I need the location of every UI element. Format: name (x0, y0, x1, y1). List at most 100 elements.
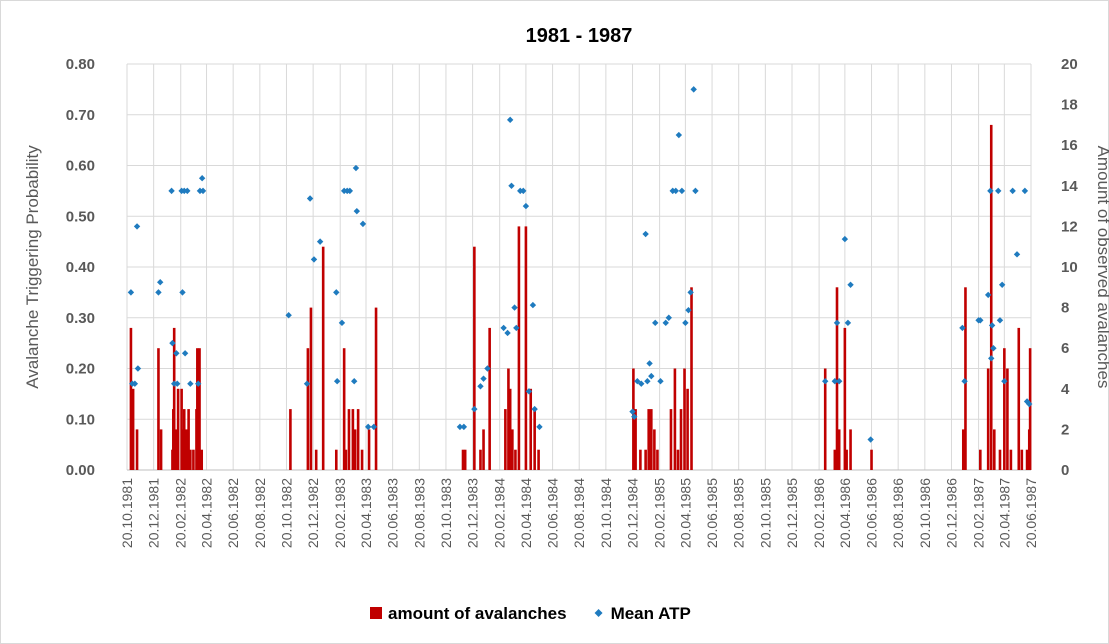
point (187, 380, 194, 387)
bar (200, 449, 204, 470)
x-tick-label: 20.10.1981 (119, 478, 135, 548)
point (506, 116, 514, 124)
point (1026, 400, 1033, 408)
y2-tick-label: 20 (1061, 56, 1078, 73)
x-tick-label: 20.08.1985 (731, 478, 747, 548)
bar (1025, 449, 1029, 470)
point (338, 319, 346, 327)
point (199, 187, 207, 195)
point (844, 319, 852, 327)
x-tick-label: 20.08.1982 (252, 478, 268, 548)
point (990, 345, 997, 352)
bar (463, 449, 467, 470)
bar (187, 409, 190, 470)
point (131, 380, 139, 387)
x-tick-label: 20.12.1982 (305, 478, 321, 548)
x-tick-label: 20.02.1982 (173, 478, 189, 548)
point (841, 235, 849, 243)
bar (360, 449, 364, 470)
point (195, 380, 202, 387)
bar (673, 368, 677, 470)
point (987, 187, 994, 195)
bar (347, 409, 351, 470)
legend-label: Mean ATP (611, 604, 691, 623)
point (847, 281, 854, 288)
point (961, 377, 968, 385)
x-tick-label: 20.06.1985 (704, 478, 720, 548)
y-axis-label: Avalanche Triggering Probability (23, 145, 42, 389)
bar (488, 327, 491, 470)
x-tick-label: 20.02.1986 (811, 478, 827, 548)
bar (192, 449, 195, 470)
y2-tick-label: 12 (1061, 218, 1078, 235)
point (310, 256, 318, 263)
point (333, 377, 341, 385)
bar (639, 449, 642, 470)
point (833, 319, 841, 327)
bar (647, 409, 650, 470)
bar (511, 429, 514, 470)
y2-tick-label: 14 (1061, 178, 1078, 195)
point (644, 377, 651, 385)
point (638, 380, 645, 387)
bar (634, 409, 637, 470)
point (995, 187, 1002, 195)
x-tick-label: 20.10.1986 (917, 478, 933, 548)
bar (344, 449, 348, 470)
bar (461, 449, 465, 470)
point (174, 380, 181, 387)
legend-swatch (370, 607, 382, 619)
bar (843, 327, 847, 470)
bar (849, 429, 852, 470)
bar (321, 246, 325, 470)
x-tick-label: 20.12.1983 (465, 478, 481, 548)
x-tick-label: 20.12.1985 (784, 478, 800, 548)
bar (529, 388, 533, 470)
bar (508, 388, 512, 470)
point (353, 207, 361, 215)
x-tick-label: 20.08.1986 (890, 478, 906, 548)
x-tick-label: 20.04.1982 (199, 478, 215, 548)
bar (870, 449, 873, 470)
point (977, 317, 984, 324)
bar (479, 449, 482, 470)
bar (669, 409, 673, 470)
point (504, 329, 511, 337)
bar (507, 368, 510, 470)
y-tick-label: 0.40 (66, 259, 95, 276)
bar (374, 307, 378, 470)
bar (835, 287, 839, 470)
bar (1003, 348, 1006, 470)
point (996, 317, 1004, 324)
bar (683, 368, 686, 470)
x-tick-label: 20.12.1981 (146, 478, 162, 548)
bar (964, 287, 967, 470)
x-tick-label: 20.12.1986 (943, 478, 959, 548)
bar (482, 429, 485, 470)
y2-tick-label: 6 (1061, 340, 1069, 357)
bar (1028, 348, 1032, 470)
point (179, 289, 186, 296)
point (629, 408, 636, 415)
bar (367, 429, 371, 470)
point (460, 423, 468, 431)
point (672, 187, 679, 195)
point (646, 360, 653, 367)
point (536, 423, 543, 431)
point (480, 375, 487, 382)
point (988, 322, 996, 329)
bar (504, 409, 507, 470)
point (675, 131, 683, 139)
bar (353, 429, 357, 470)
point (511, 304, 518, 311)
y-tick-label: 0.00 (66, 462, 95, 479)
point (988, 355, 995, 362)
point (456, 423, 464, 431)
bar (172, 327, 176, 470)
point (648, 372, 655, 380)
point (1009, 187, 1016, 195)
point (687, 289, 694, 296)
y2-tick-label: 16 (1061, 137, 1078, 154)
